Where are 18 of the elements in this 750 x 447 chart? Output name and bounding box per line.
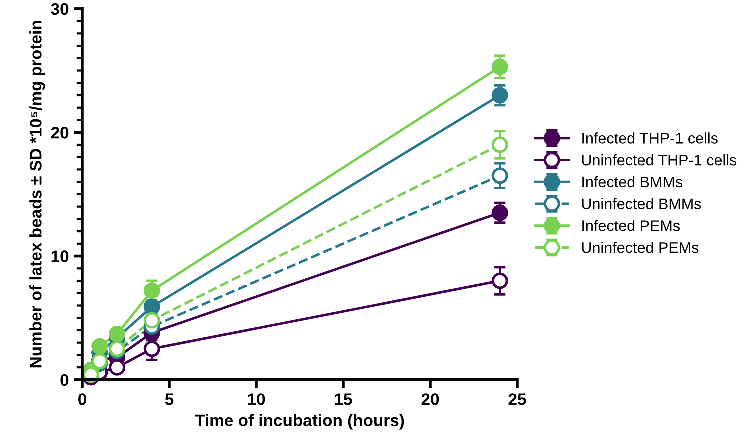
y-tick-label: 10 bbox=[52, 250, 69, 262]
x-tick-label: 5 bbox=[165, 394, 174, 406]
y-tick-label: 30 bbox=[51, 3, 69, 16]
legend-label: Infected BMMs bbox=[582, 176, 683, 188]
x-tick-label: 15 bbox=[335, 394, 352, 406]
x-tick-label: 0 bbox=[78, 394, 86, 406]
x-tick-label: 20 bbox=[422, 394, 440, 406]
y-axis-title: Number of latex beads ± SD *10⁵/mg protein bbox=[30, 21, 46, 368]
legend-label: Uninfected PEMs bbox=[582, 242, 699, 254]
x-tick-label: 10 bbox=[248, 394, 266, 406]
legend-label: Infected THP-1 cells bbox=[582, 132, 718, 144]
y-tick-label: 20 bbox=[51, 127, 69, 139]
legend-label: Infected PEMs bbox=[582, 220, 680, 232]
x-axis-title: Time of incubation (hours) bbox=[195, 414, 404, 430]
legend-label: Uninfected BMMs bbox=[582, 198, 702, 210]
legend-label: Uninfected THP-1 cells bbox=[582, 154, 737, 166]
x-tick-label: 25 bbox=[508, 394, 526, 406]
y-tick-label: 0 bbox=[60, 374, 69, 386]
